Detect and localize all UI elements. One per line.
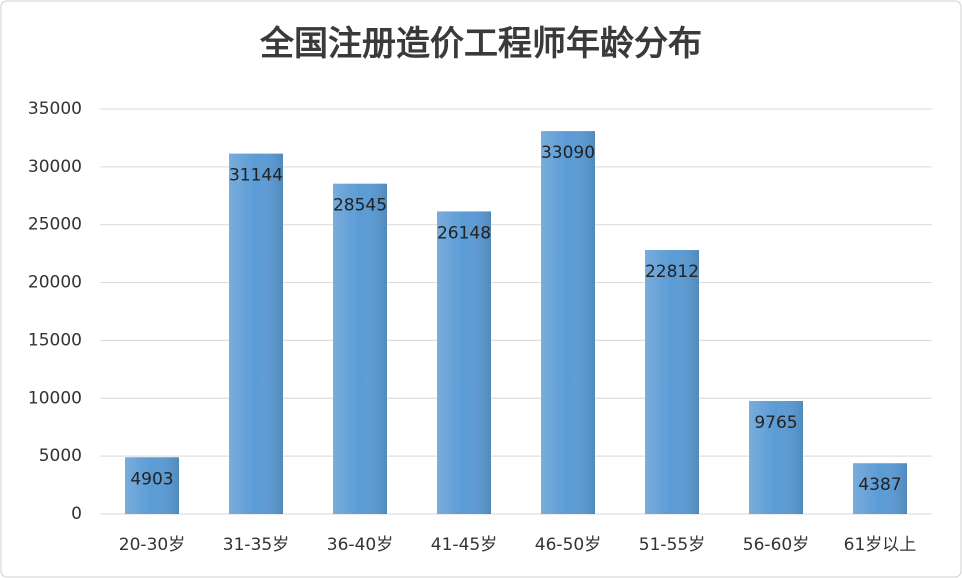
bar <box>541 131 595 514</box>
value-label: 33090 <box>541 143 595 163</box>
value-label: 9765 <box>754 413 797 433</box>
x-tick-label: 51-55岁 <box>639 535 705 555</box>
y-tick-label: 30000 <box>28 157 82 177</box>
value-label: 31144 <box>229 166 283 186</box>
y-tick-label: 5000 <box>39 446 82 466</box>
y-tick-label: 0 <box>71 504 82 524</box>
bar <box>333 183 387 514</box>
value-label: 28545 <box>333 196 387 216</box>
x-tick-label: 46-50岁 <box>535 535 601 555</box>
value-label: 22812 <box>645 262 699 282</box>
value-label: 4387 <box>858 475 901 495</box>
x-tick-label: 56-60岁 <box>743 535 809 555</box>
x-tick-label: 36-40岁 <box>327 535 393 555</box>
value-label: 26148 <box>437 223 491 243</box>
x-tick-label: 61岁以上 <box>844 535 917 555</box>
y-tick-label: 20000 <box>28 273 82 293</box>
chart-title: 全国注册造价工程师年龄分布 <box>259 24 702 64</box>
bar <box>437 211 491 514</box>
x-tick-label: 41-45岁 <box>431 535 497 555</box>
x-tick-label: 20-30岁 <box>119 535 185 555</box>
bar <box>645 250 699 514</box>
y-tick-label: 10000 <box>28 388 82 408</box>
y-tick-label: 25000 <box>28 215 82 235</box>
x-tick-label: 31-35岁 <box>223 535 289 555</box>
bar <box>229 153 283 514</box>
y-tick-label: 35000 <box>28 99 82 119</box>
value-label: 4903 <box>130 469 173 489</box>
y-tick-label: 15000 <box>28 330 82 350</box>
